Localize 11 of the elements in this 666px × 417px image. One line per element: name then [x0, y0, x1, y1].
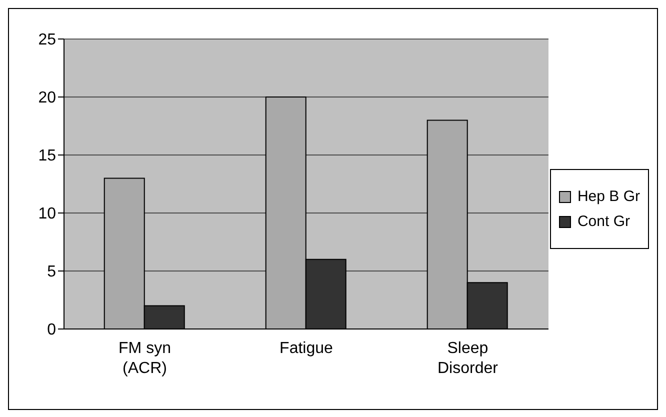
y-tick-label: 15: [38, 148, 56, 165]
y-tick-label: 25: [38, 32, 56, 49]
y-tick-label: 5: [47, 264, 56, 281]
legend-label: Hep B Gr: [577, 188, 640, 205]
y-tick-label: 20: [38, 90, 56, 107]
x-tick-label: Sleep Disorder: [437, 340, 499, 377]
x-tick-label: FM syn (ACR): [118, 340, 171, 377]
x-tick-label: Fatigue: [280, 340, 334, 357]
y-tick-label: 0: [47, 322, 56, 339]
legend-label: Cont Gr: [577, 213, 630, 230]
y-tick-label: 10: [38, 206, 56, 223]
